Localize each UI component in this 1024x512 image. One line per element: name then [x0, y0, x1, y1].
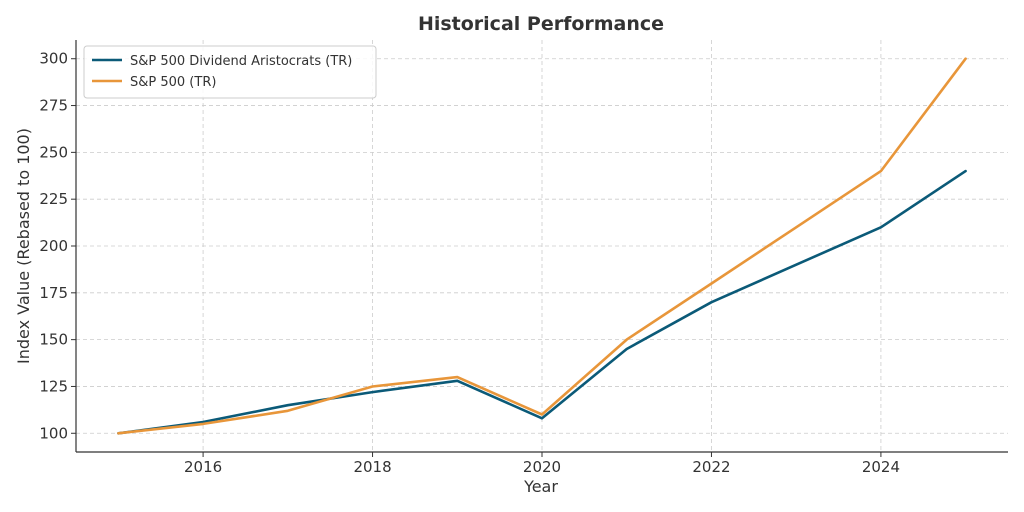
y-tick-label: 125: [39, 377, 68, 395]
legend-box: [83, 45, 377, 99]
y-tick-label: 300: [39, 50, 68, 68]
grid: [76, 40, 1008, 452]
chart-title: Historical Performance: [418, 13, 664, 35]
y-tick-label: 175: [39, 284, 68, 302]
y-tick-label: 200: [39, 237, 68, 255]
y-tick-label: 275: [39, 97, 68, 115]
series-lines: [117, 57, 967, 435]
x-tick-label: 2024: [862, 458, 900, 476]
y-axis-label: Index Value (Rebased to 100): [14, 128, 33, 364]
legend-label: S&P 500 Dividend Aristocrats (TR): [130, 54, 352, 69]
ticks: 100 125 150 175 200 225 250 275 300 2016 2018 2020 2…: [39, 50, 900, 476]
legend-label: S&P 500 (TR): [130, 75, 216, 90]
series-line-2: [117, 57, 967, 435]
y-tick-label: 250: [39, 143, 68, 161]
x-tick-label: 2018: [353, 458, 391, 476]
x-axis-label: Year: [523, 477, 558, 496]
x-tick-label: 2022: [692, 458, 730, 476]
y-tick-label: 100: [39, 424, 68, 442]
y-tick-label: 225: [39, 190, 68, 208]
y-tick-label: 150: [39, 331, 68, 349]
x-tick-label: 2016: [184, 458, 222, 476]
x-tick-label: 2020: [523, 458, 561, 476]
legend: S&P 500 Dividend Aristocrats (TR) S&P 500…: [83, 45, 377, 99]
series-line-1: [117, 169, 967, 435]
